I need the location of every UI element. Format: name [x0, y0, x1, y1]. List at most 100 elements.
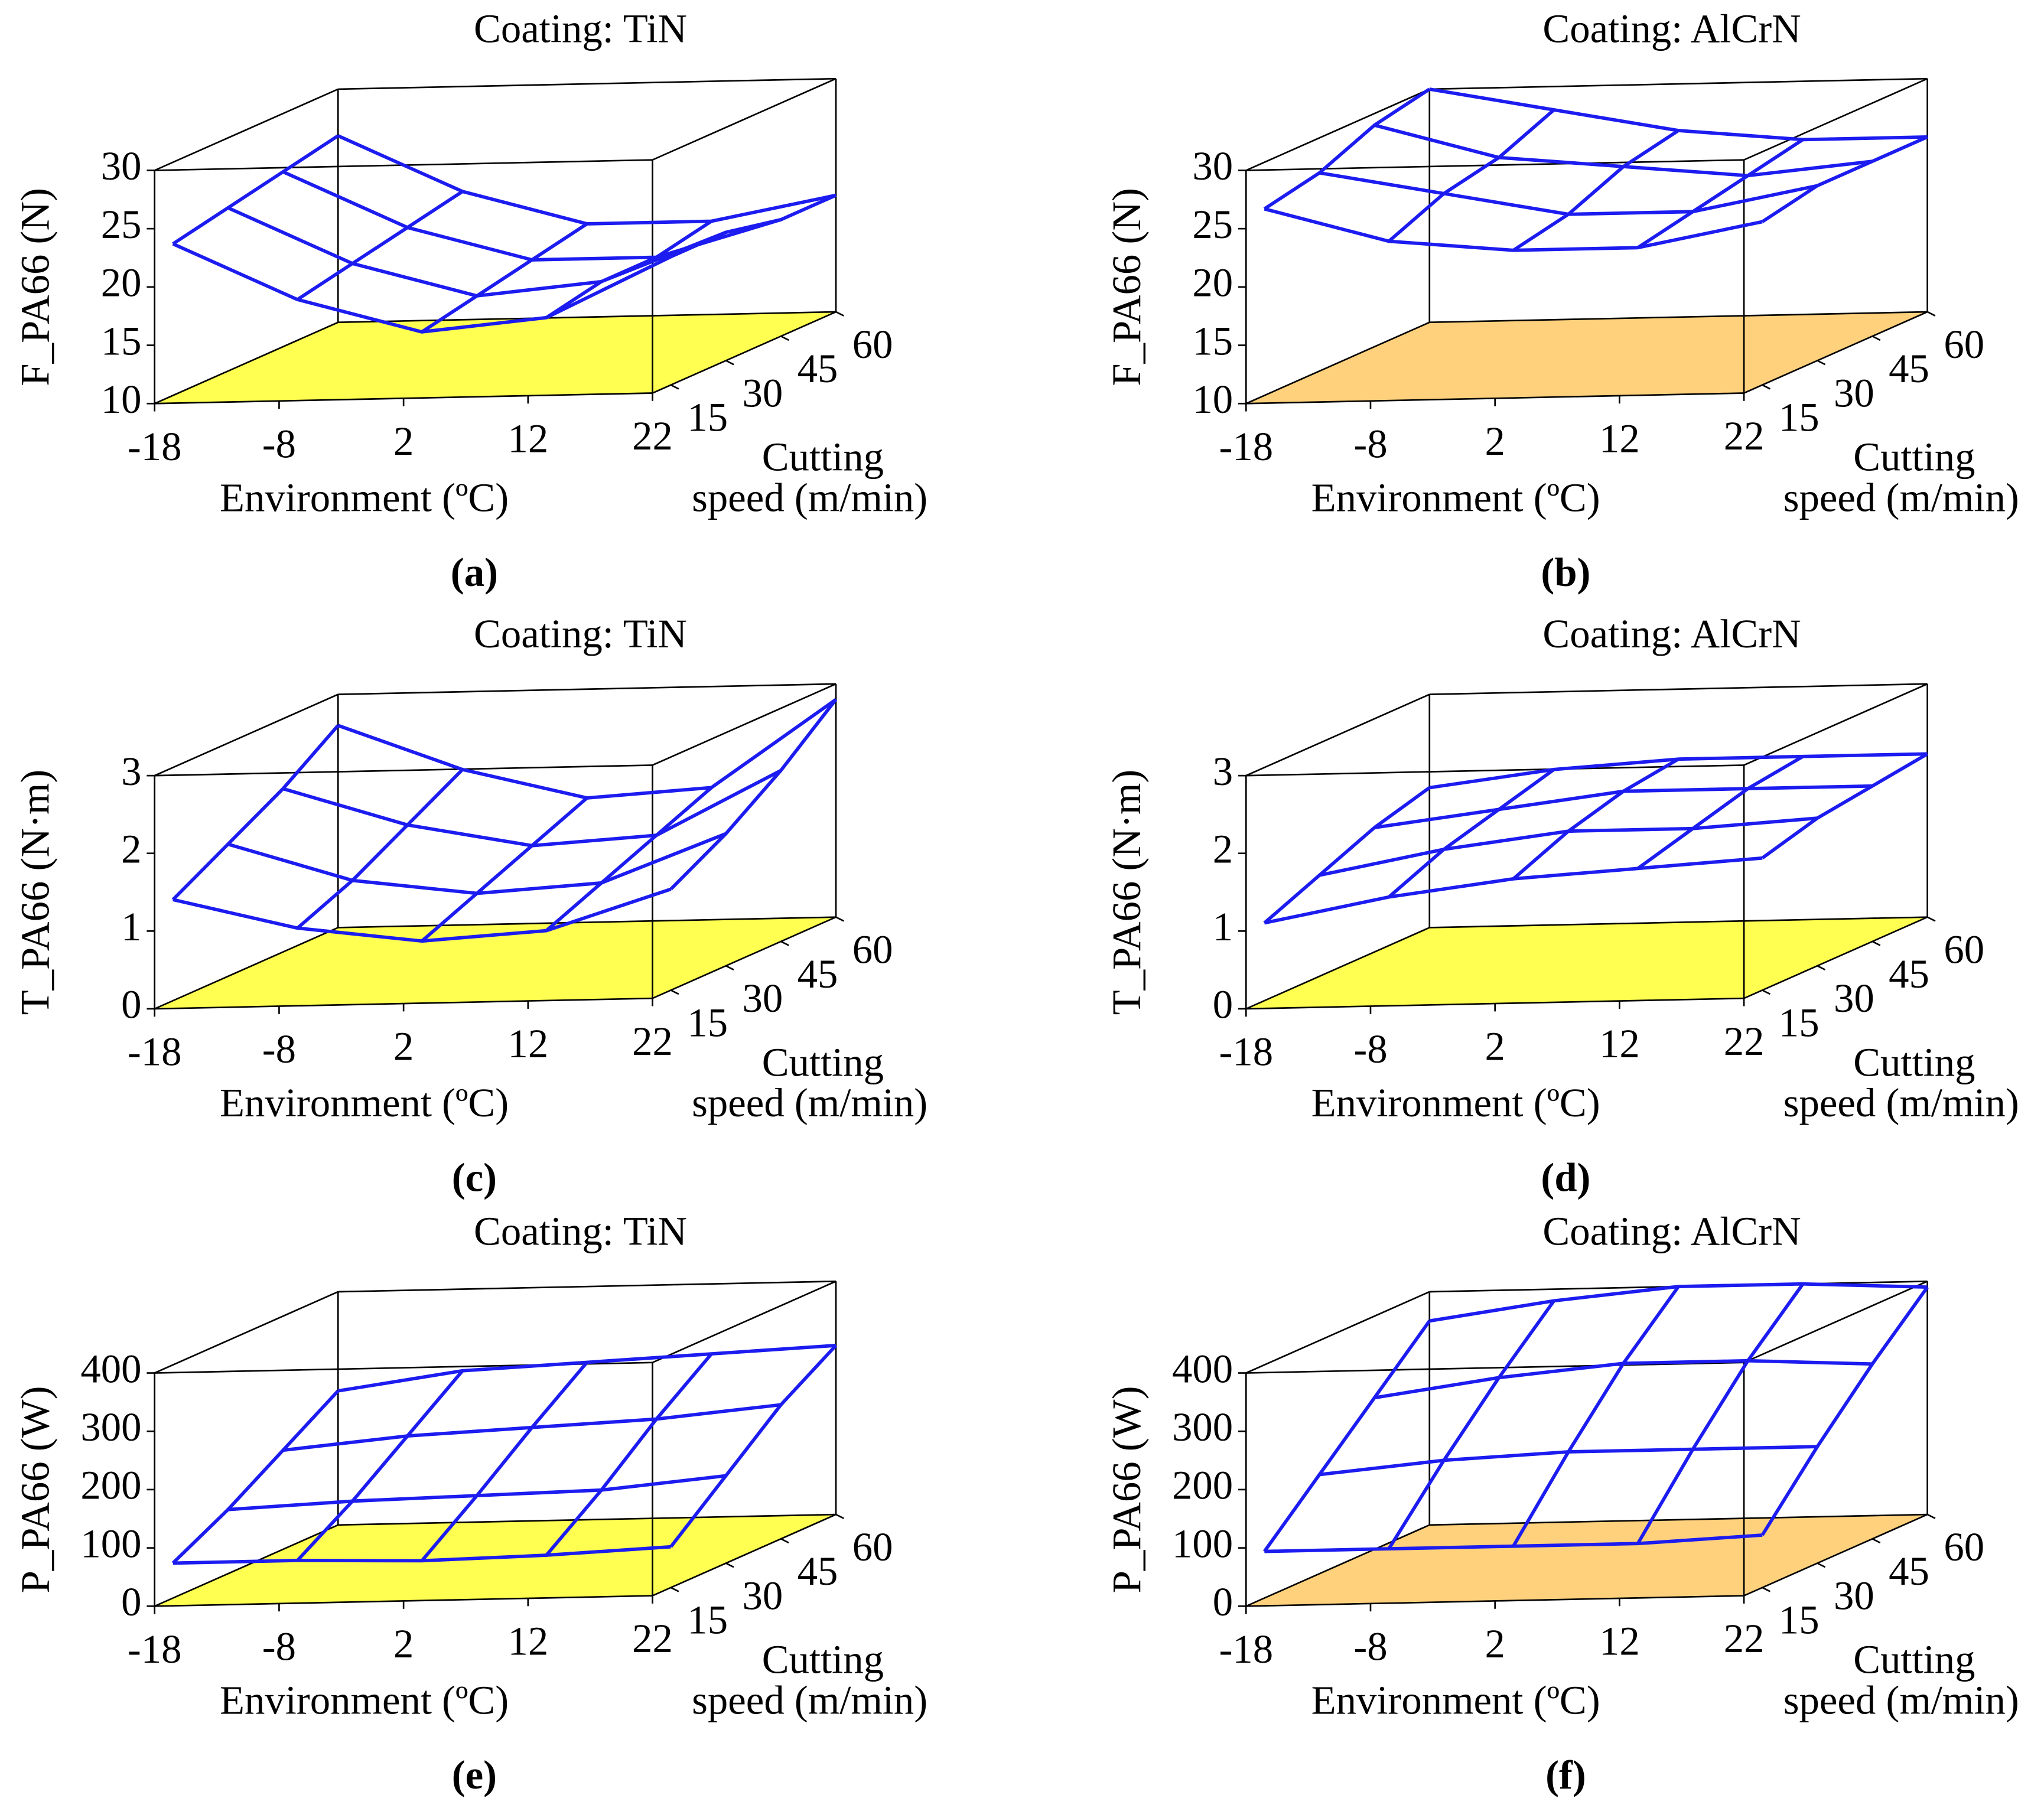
floor [1246, 1514, 1928, 1607]
box-edge [1245, 321, 1430, 405]
x-tick-label: -8 [1353, 421, 1387, 466]
z-tick-label: 30 [1192, 144, 1233, 188]
mesh-line [1512, 757, 1680, 881]
panel: 0 100 200 300 400 -18 -8 2 12 22 15 30 45 60 Coating: … [12, 1208, 927, 1797]
y-tick-label: 60 [1944, 1524, 1984, 1569]
x-tick-label: 2 [1485, 1621, 1505, 1666]
mesh-line [171, 724, 340, 901]
z-axis-label: F_PA66 (N) [12, 188, 57, 386]
box-edge [652, 683, 837, 766]
z-tick-label: 100 [80, 1521, 141, 1566]
mesh-line [669, 1344, 838, 1548]
x-tick-label: 22 [1724, 1019, 1765, 1064]
box-edge [154, 1291, 339, 1374]
x-tick-label: -8 [262, 421, 296, 466]
x-tick-label: 2 [393, 419, 414, 464]
y-tick-label: 45 [798, 1549, 838, 1594]
z-axis-label: P_PA66 (W) [12, 1386, 57, 1594]
box-edge [338, 1280, 837, 1293]
y-tick [725, 1562, 734, 1568]
z-tick-label: 1 [121, 904, 141, 949]
z-tick-label: 100 [1172, 1521, 1233, 1566]
y-tick [1872, 1538, 1881, 1544]
mesh-line [1264, 856, 1763, 925]
mesh-line [337, 698, 837, 800]
box-edge [1743, 683, 1928, 766]
mesh-line [545, 220, 712, 320]
box-edge [1245, 927, 1430, 1010]
y-tick [780, 940, 789, 946]
z-tick-label: 300 [80, 1405, 141, 1449]
floor [1246, 917, 1928, 1009]
y-tick [1762, 1587, 1771, 1592]
y-tick [1872, 940, 1881, 946]
chart-title: Coating: TiN [474, 611, 687, 656]
floor [154, 1514, 837, 1607]
mesh-line [337, 134, 837, 226]
box-edge [652, 1513, 837, 1597]
y-tick [835, 311, 844, 317]
x-tick-label: -18 [1219, 1030, 1273, 1074]
z-tick-label: 25 [101, 202, 142, 247]
x-axis-label: Environment (ºC) [220, 1080, 509, 1125]
x-tick-label: -18 [128, 1030, 182, 1074]
mesh-line [545, 1353, 713, 1556]
x-tick-label: 12 [1599, 416, 1640, 461]
box-edge [1743, 916, 1928, 999]
y-tick [1927, 916, 1936, 922]
floor [154, 917, 837, 1009]
z-tick-label: 2 [1213, 827, 1233, 872]
y-axis-label: speed (m/min) [692, 1080, 927, 1125]
y-tick-label: 45 [798, 952, 838, 996]
mesh-line [1512, 129, 1680, 252]
z-axis-label: T_PA66 (N·m) [1104, 770, 1149, 1015]
x-tick-label: 12 [1599, 1619, 1640, 1664]
box-edge [338, 1513, 837, 1526]
box-edge [1246, 764, 1744, 777]
y-tick-label: 45 [1889, 1549, 1929, 1594]
z-tick-label: 300 [1172, 1405, 1233, 1449]
z-tick-label: 400 [1172, 1346, 1233, 1391]
x-tick-label: 12 [1599, 1021, 1640, 1066]
box-edge [154, 1524, 339, 1607]
mesh-line [1319, 816, 1818, 877]
x-tick-label: -18 [1219, 1627, 1273, 1672]
z-tick-label: 3 [121, 749, 141, 794]
z-tick-label: 200 [1172, 1463, 1233, 1508]
y-axis-label: speed (m/min) [692, 1677, 927, 1722]
y-tick-label: 45 [798, 346, 838, 391]
x-tick-label: -8 [262, 1624, 296, 1669]
y-axis-label: speed (m/min) [1783, 1677, 2019, 1722]
mesh-line [1761, 752, 1929, 860]
z-tick-label: 3 [1213, 749, 1233, 794]
panel-label: (e) [452, 1752, 497, 1797]
panel-label: (f) [1545, 1752, 1586, 1797]
z-tick-label: 0 [1213, 982, 1233, 1027]
x-tick-label: 12 [507, 1021, 548, 1066]
z-axis-label: T_PA66 (N·m) [12, 770, 57, 1015]
box-edge [1246, 159, 1744, 171]
x-tick-label: 22 [632, 1019, 673, 1064]
x-tick-label: 2 [393, 1024, 414, 1069]
y-tick-label: 30 [742, 976, 783, 1021]
y-tick [835, 916, 844, 922]
box-edge [1429, 916, 1928, 929]
x-axis-label: Environment (ºC) [1311, 1677, 1600, 1722]
y-tick [1817, 1562, 1826, 1568]
mesh-line [296, 1369, 464, 1562]
y-tick-label: 15 [1779, 1000, 1820, 1045]
box-edge [1429, 1513, 1928, 1526]
mesh-line [1636, 1283, 1805, 1545]
z-tick-label: 10 [101, 377, 142, 422]
mesh-line [1636, 755, 1804, 870]
y-tick [670, 384, 679, 390]
mesh-line [282, 768, 782, 848]
y-tick [1927, 311, 1936, 317]
y-tick-label: 15 [1779, 395, 1820, 440]
y-tick [1762, 989, 1771, 995]
box-edge [1743, 77, 1928, 161]
mesh-line [1761, 135, 1928, 223]
y-tick [1872, 335, 1881, 341]
